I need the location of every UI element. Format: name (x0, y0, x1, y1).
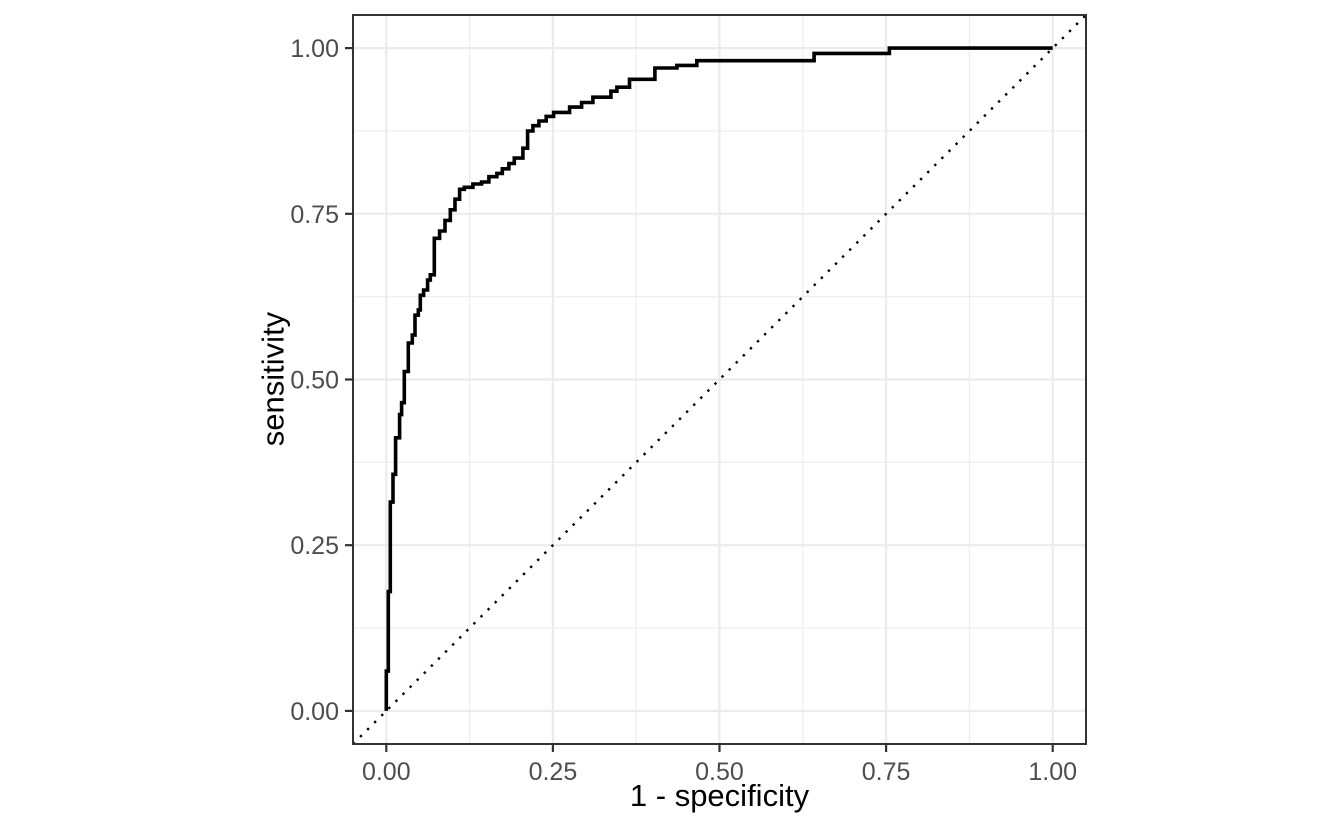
chance-diagonal-line (352, 14, 1087, 745)
roc-curve-line (384, 46, 1053, 711)
x-tick-label: 0.25 (529, 758, 578, 786)
x-tick-label: 0.00 (362, 758, 411, 786)
y-tick-label: 1.00 (290, 35, 339, 63)
y-tick-label: 0.25 (290, 532, 339, 560)
y-tick-label: 0.00 (290, 698, 339, 726)
y-axis-title: sensitivity (255, 311, 291, 447)
x-tick-label: 0.50 (695, 758, 744, 786)
y-tick-label: 0.50 (290, 367, 339, 395)
y-tick-label: 0.75 (290, 201, 339, 229)
x-tick-label: 1.00 (1028, 758, 1077, 786)
x-tick-label: 0.75 (862, 758, 911, 786)
x-axis-title: 1 - specificity (629, 778, 810, 813)
